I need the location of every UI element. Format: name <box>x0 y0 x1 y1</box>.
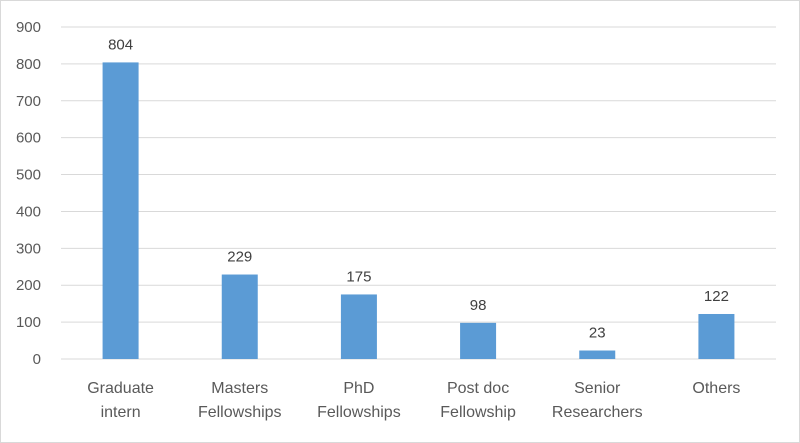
data-label: 804 <box>108 36 133 53</box>
bar <box>579 350 616 359</box>
y-tick-label: 600 <box>16 130 41 147</box>
y-tick-label: 800 <box>16 56 41 73</box>
x-axis-labels: Graduate intern Masters Fellowships PhD Fello… <box>87 380 740 421</box>
data-label: 23 <box>589 325 606 342</box>
gridlines <box>61 26 776 323</box>
bar <box>102 62 139 360</box>
x-tick-label-line: Fellowship <box>440 404 516 421</box>
bar <box>340 294 377 359</box>
y-axis-ticks: 0 100 200 300 400 500 600 700 800 900 <box>16 19 41 368</box>
x-tick-label-line: Researchers <box>552 404 643 421</box>
bar <box>698 313 735 359</box>
x-tick-label-line: Masters <box>211 380 268 397</box>
x-tick-label-line: Fellowships <box>198 404 282 421</box>
x-tick-label-line: Others <box>692 380 740 397</box>
data-labels: 804 229 175 98 23 122 <box>108 36 729 341</box>
x-tick-label: Senior Researchers <box>552 380 643 421</box>
x-tick-label: PhD Fellowships <box>317 380 401 421</box>
x-tick-label-line: Graduate <box>87 380 154 397</box>
y-tick-label: 400 <box>16 203 41 220</box>
y-tick-label: 100 <box>16 314 41 331</box>
x-tick-label-line: intern <box>101 404 141 421</box>
y-tick-label: 500 <box>16 167 41 184</box>
x-tick-label-line: Post doc <box>447 380 509 397</box>
data-label: 98 <box>470 297 487 314</box>
y-tick-label: 900 <box>16 19 41 36</box>
y-tick-label: 300 <box>16 240 41 257</box>
x-tick-label: Others <box>692 380 740 397</box>
x-tick-label-line: Fellowships <box>317 404 401 421</box>
x-tick-label: Post doc Fellowship <box>440 380 516 421</box>
x-tick-label-line: Senior <box>574 380 621 397</box>
bar <box>460 322 497 359</box>
data-label: 175 <box>346 268 371 285</box>
x-tick-label-line: PhD <box>343 380 374 397</box>
data-label: 229 <box>227 249 252 266</box>
y-tick-label: 200 <box>16 277 41 294</box>
y-tick-label: 700 <box>16 93 41 110</box>
y-tick-label: 0 <box>33 351 41 368</box>
x-tick-label: Masters Fellowships <box>198 380 282 421</box>
bars <box>102 62 735 360</box>
x-tick-label: Graduate intern <box>87 380 154 421</box>
bar <box>221 274 258 359</box>
data-label: 122 <box>704 288 729 305</box>
